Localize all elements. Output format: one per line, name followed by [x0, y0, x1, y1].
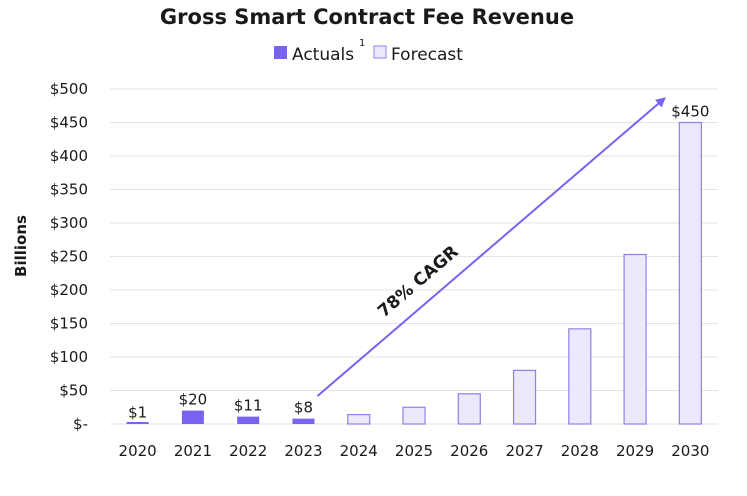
- bar-2020: [126, 422, 149, 424]
- x-tick-label-2029: 2029: [616, 442, 654, 460]
- y-tick-label-500: $500: [50, 80, 88, 98]
- y-tick-label-450: $450: [50, 114, 88, 132]
- y-tick-label-0: $-: [73, 415, 88, 433]
- y-tick-label-50: $50: [59, 382, 88, 400]
- legend-superscript-actuals: 1: [359, 38, 365, 49]
- y-tick-label-200: $200: [50, 281, 88, 299]
- y-axis-label: Billions: [12, 215, 30, 277]
- legend-swatch-actuals: [274, 46, 287, 59]
- legend-label-forecast: Forecast: [391, 45, 463, 65]
- data-label-2021: $20: [179, 391, 208, 409]
- cagr-arrow: [316, 97, 666, 397]
- legend: Actuals 1 Forecast: [274, 38, 463, 65]
- x-tick-label-2022: 2022: [229, 442, 267, 460]
- data-labels: $1 $20 $11 $8 $450: [128, 103, 709, 422]
- y-tick-label-300: $300: [50, 214, 88, 232]
- bar-2021: [181, 410, 204, 424]
- bar-2027: [512, 369, 537, 425]
- x-tick-label-2025: 2025: [395, 442, 433, 460]
- legend-swatch-forecast: [373, 45, 387, 59]
- legend-label-actuals: Actuals: [292, 45, 354, 65]
- data-label-2030: $450: [671, 103, 709, 121]
- bars: [126, 121, 702, 425]
- gridlines: [110, 88, 718, 425]
- bar-2026: [457, 393, 481, 425]
- y-tick-label-150: $150: [50, 315, 88, 333]
- x-tick-label-2027: 2027: [505, 442, 543, 460]
- bar-2023: [292, 418, 315, 424]
- x-tick-label-2024: 2024: [340, 442, 378, 460]
- y-tick-label-100: $100: [50, 348, 88, 366]
- bar-2030: [678, 121, 702, 425]
- x-tick-label-2021: 2021: [174, 442, 212, 460]
- y-tick-label-350: $350: [50, 181, 88, 199]
- data-label-2022: $11: [234, 397, 263, 415]
- bar-2022: [237, 416, 260, 424]
- x-tick-label-2023: 2023: [284, 442, 322, 460]
- bar-2029: [623, 253, 647, 425]
- x-axis-ticks: 2020 2021 2022 2023 2024 2025 2026 2027 2028 2029…: [119, 442, 710, 460]
- y-tick-label-400: $400: [50, 147, 88, 165]
- x-tick-label-2030: 2030: [671, 442, 709, 460]
- data-label-2020: $1: [128, 403, 147, 421]
- bar-2025: [402, 406, 426, 425]
- x-tick-label-2020: 2020: [119, 442, 157, 460]
- bar-2024: [347, 414, 371, 425]
- data-label-2023: $8: [294, 399, 313, 417]
- y-axis-ticks: $- $50 $100 $150 $200 $250 $300 $350 $400 $450 $50…: [50, 80, 88, 433]
- chart-title: Gross Smart Contract Fee Revenue: [160, 5, 574, 29]
- y-tick-label-250: $250: [50, 248, 88, 266]
- bar-2028: [568, 328, 592, 425]
- x-tick-label-2028: 2028: [561, 442, 599, 460]
- x-tick-label-2026: 2026: [450, 442, 488, 460]
